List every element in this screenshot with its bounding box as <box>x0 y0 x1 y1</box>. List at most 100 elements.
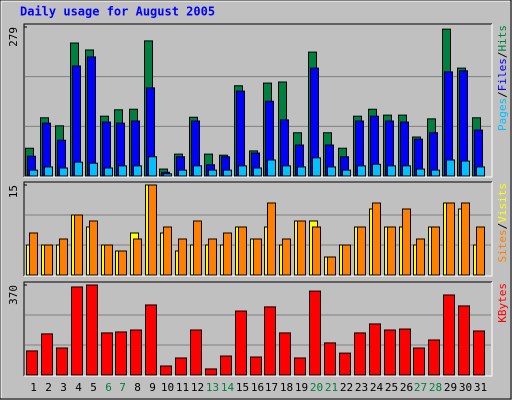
bar <box>29 232 38 276</box>
x-tick-label: 7 <box>119 381 126 394</box>
bar <box>178 169 187 177</box>
x-tick-label: 6 <box>105 381 112 394</box>
bar <box>416 238 425 276</box>
bar <box>327 256 336 276</box>
bar <box>446 159 455 177</box>
bar <box>339 352 351 376</box>
x-tick-label: 9 <box>149 381 156 394</box>
bevel <box>23 181 492 276</box>
y-tick-label: 370 <box>7 285 20 305</box>
legend-entry: Visits <box>496 183 509 223</box>
bar <box>220 355 232 376</box>
bar <box>208 238 217 276</box>
bar <box>74 214 83 276</box>
bar <box>163 226 172 276</box>
bar <box>250 356 262 376</box>
bar <box>238 226 247 276</box>
x-tick-label: 15 <box>236 381 249 394</box>
x-tick-label: 11 <box>176 381 189 394</box>
bar <box>72 65 81 177</box>
bar <box>190 329 202 376</box>
bar <box>44 244 53 276</box>
bar <box>235 310 247 376</box>
x-tick-label: 5 <box>90 381 97 394</box>
x-tick-label: 30 <box>459 381 472 394</box>
x-tick-label: 16 <box>251 381 264 394</box>
y-tick-label: 15 <box>7 185 20 198</box>
bar <box>148 156 157 177</box>
bar <box>59 167 68 177</box>
bar <box>148 184 157 276</box>
x-tick-label: 23 <box>355 381 368 394</box>
legend-separator: / <box>496 52 509 59</box>
x-tick-label: 10 <box>161 381 174 394</box>
legend: KBytes <box>496 283 509 323</box>
bar <box>282 165 291 177</box>
legend-entry: Pages <box>496 98 509 131</box>
y-tick-label: 279 <box>7 27 20 47</box>
bar <box>101 332 113 376</box>
bar <box>342 244 351 276</box>
x-tick-label: 3 <box>60 381 67 394</box>
x-tick-label: 24 <box>370 381 384 394</box>
bar <box>59 238 68 276</box>
bar <box>264 306 276 376</box>
bar <box>163 173 172 177</box>
bar <box>357 226 366 276</box>
x-tick-label: 17 <box>265 381 278 394</box>
bar <box>86 284 98 376</box>
bar <box>74 161 83 177</box>
bevel <box>23 23 492 177</box>
bar <box>342 169 351 177</box>
bar <box>41 333 53 376</box>
bar <box>384 329 396 376</box>
bevel <box>24 24 493 178</box>
x-tick-label: 8 <box>134 381 141 394</box>
legend-entry: Hits <box>496 25 509 52</box>
bar <box>279 332 291 376</box>
legend: Sites/Visits <box>496 183 509 263</box>
bevel <box>24 282 493 377</box>
x-tick-label: 26 <box>400 381 413 394</box>
bar <box>253 167 262 177</box>
bar <box>115 331 127 376</box>
bar <box>402 208 411 276</box>
legend-entry: Sites <box>496 229 509 262</box>
bar <box>267 159 276 177</box>
bar <box>118 250 127 276</box>
bar <box>459 70 468 177</box>
bar <box>223 169 232 177</box>
bar <box>238 165 247 177</box>
bar <box>387 226 396 276</box>
x-tick-label: 21 <box>325 381 338 394</box>
bar <box>399 328 411 376</box>
x-tick-label: 22 <box>340 381 353 394</box>
bar <box>208 169 217 177</box>
legend-entry: KBytes <box>496 283 509 323</box>
bar <box>267 202 276 276</box>
bevel <box>23 281 492 376</box>
bar <box>297 220 306 276</box>
bar <box>160 365 172 376</box>
x-tick-label: 12 <box>191 381 204 394</box>
bar <box>104 167 113 177</box>
bar <box>56 347 68 376</box>
bar <box>297 166 306 177</box>
bar <box>458 305 470 376</box>
bar <box>354 332 366 376</box>
bar <box>429 132 438 177</box>
bar <box>89 162 98 177</box>
bar <box>416 168 425 177</box>
bar <box>71 286 83 376</box>
bar <box>357 165 366 177</box>
bar <box>402 165 411 177</box>
bar <box>473 330 485 376</box>
bar <box>133 238 142 276</box>
legend: Pages/Files/Hits <box>496 25 509 131</box>
bar <box>253 238 262 276</box>
legend-separator: / <box>496 91 509 98</box>
bar <box>223 232 232 276</box>
bar <box>413 347 425 376</box>
bar <box>130 329 142 376</box>
bar <box>26 350 38 376</box>
